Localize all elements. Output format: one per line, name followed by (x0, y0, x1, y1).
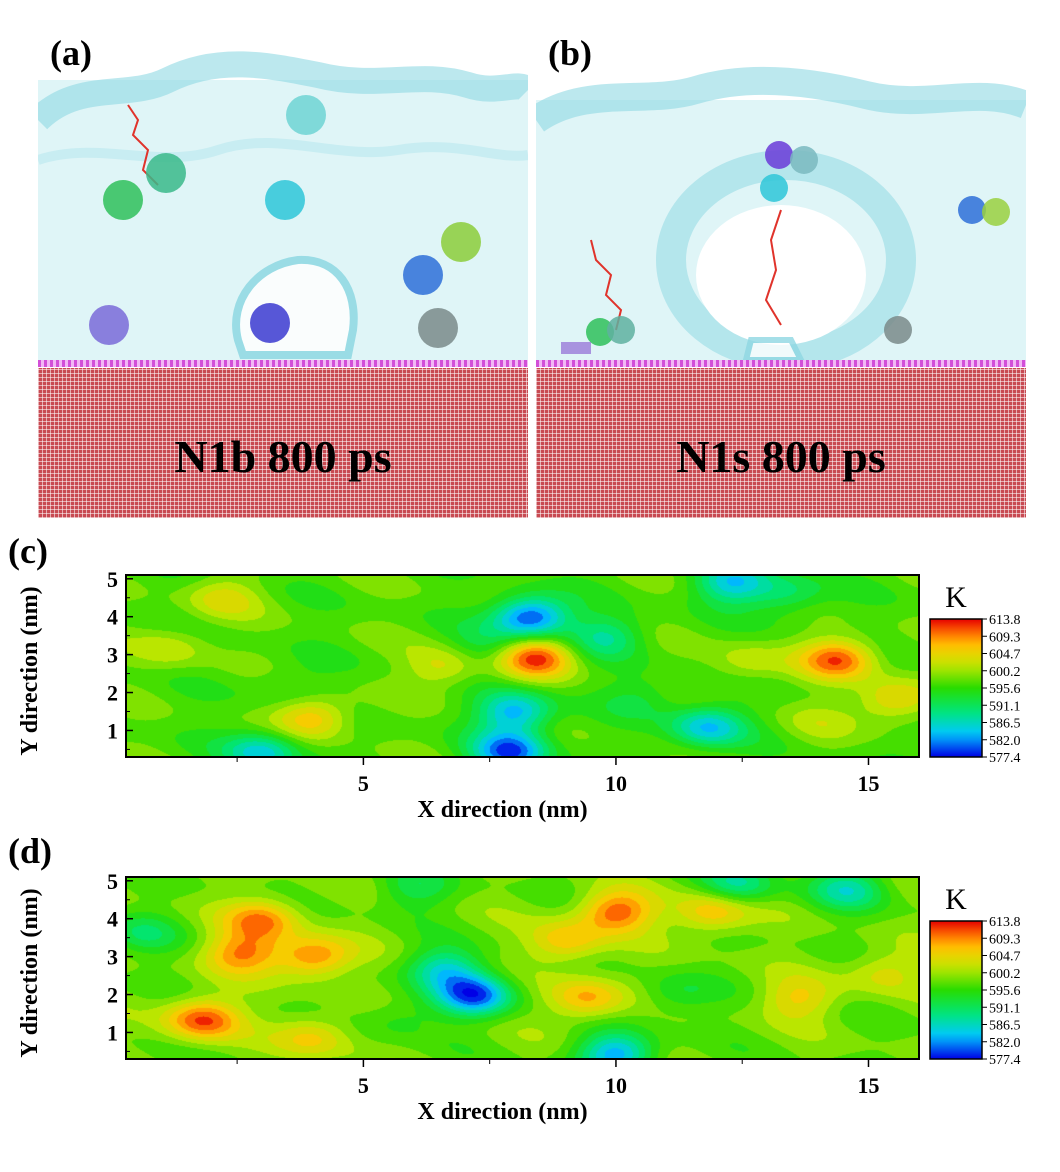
colorbar-title: K (945, 581, 967, 614)
colorbar-tick-label: 613.8 (989, 915, 1021, 930)
colorbar-tick-label: 600.2 (989, 665, 1021, 680)
y-tick-label: 1 (107, 718, 118, 743)
colorbar (929, 920, 983, 1060)
y-tick-label: 2 (107, 983, 118, 1008)
x-tick-label: 5 (358, 771, 369, 796)
colorbar-title: K (945, 883, 967, 916)
colorbar-tick-label: 582.0 (989, 734, 1021, 749)
temperature-map-d: 1 2 3 4 5 5 10 15 X direction (nm) Y direction (n… (17, 869, 1021, 1125)
bubble-surface-b (536, 66, 1026, 360)
panel-label-b: (b) (548, 33, 592, 73)
x-tick-label: 15 (857, 1073, 879, 1098)
colorbar-tick-label: 582.0 (989, 1036, 1021, 1051)
y-tick-label: 5 (107, 869, 118, 894)
colorbar-tick-label: 600.2 (989, 967, 1021, 982)
x-axis-label: X direction (nm) (417, 797, 587, 823)
x-axis-label: X direction (nm) (417, 1099, 587, 1125)
colorbar-tick-label: 609.3 (989, 630, 1021, 645)
surfactant-layer (536, 360, 1026, 367)
colorbar-tick-label: 591.1 (989, 1001, 1021, 1016)
temperature-field (126, 575, 919, 757)
panel-label-c: (c) (8, 531, 48, 571)
substrate (536, 368, 1026, 518)
plot-frame (125, 574, 920, 758)
colorbar-tick-label: 595.6 (989, 682, 1021, 697)
y-tick-label: 3 (107, 945, 118, 970)
substrate (38, 368, 528, 518)
y-tick-label: 5 (107, 567, 118, 592)
colorbar-tick-label: 604.7 (989, 950, 1021, 965)
x-tick-label: 5 (358, 1073, 369, 1098)
panel-label-a: (a) (50, 33, 92, 73)
y-tick-label: 2 (107, 681, 118, 706)
y-axis-label: Y direction (nm) (17, 586, 43, 755)
colorbar-tick-label: 595.6 (989, 984, 1021, 999)
panel-caption: N1b 800 ps (174, 431, 392, 482)
bubble-surface-a (38, 51, 528, 359)
surfactant-layer (38, 360, 528, 367)
y-tick-label: 1 (107, 1020, 118, 1045)
md-snapshot-a: N1b 800 ps (38, 10, 528, 518)
md-snapshot-b: N1s 800 ps (536, 10, 1026, 518)
colorbar-tick-label: 586.5 (989, 717, 1021, 732)
y-tick-label: 4 (107, 605, 118, 630)
y-axis-label: Y direction (nm) (17, 888, 43, 1057)
colorbar-tick-label: 586.5 (989, 1019, 1021, 1034)
temperature-map-c: 1 2 3 4 5 5 10 15 X direction (nm) Y direction (n… (17, 567, 1021, 823)
plot-frame (125, 876, 920, 1060)
colorbar-tick-label: 609.3 (989, 932, 1021, 947)
colorbar-tick-label: 577.4 (989, 1053, 1021, 1068)
x-tick-label: 15 (857, 771, 879, 796)
temperature-field (126, 877, 919, 1059)
colorbar-tick-label: 577.4 (989, 751, 1021, 766)
y-tick-label: 4 (107, 907, 118, 932)
colorbar (929, 618, 983, 758)
colorbar-tick-label: 604.7 (989, 648, 1021, 663)
colorbar-tick-label: 591.1 (989, 699, 1021, 714)
x-tick-label: 10 (605, 1073, 627, 1098)
x-tick-label: 10 (605, 771, 627, 796)
panel-label-d: (d) (8, 831, 52, 871)
panel-caption: N1s 800 ps (676, 431, 886, 482)
colorbar-tick-label: 613.8 (989, 613, 1021, 628)
y-tick-label: 3 (107, 643, 118, 668)
